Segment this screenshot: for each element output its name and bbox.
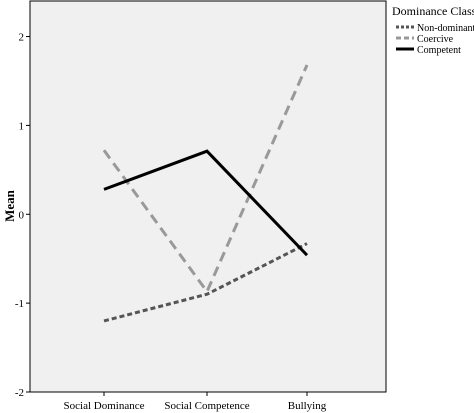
y-axis: 2 1 0 -1 -2: [15, 32, 30, 399]
y-tick-label: -1: [15, 298, 24, 310]
y-tick-label: -2: [15, 387, 24, 399]
y-axis-label: Mean: [2, 189, 17, 222]
legend-label: Coercive: [417, 34, 454, 45]
series-line-competent: [103, 149, 309, 257]
y-tick-label: 1: [19, 120, 25, 132]
x-tick-label: Bullying: [288, 400, 327, 412]
legend-label: Non-dominant: [417, 23, 474, 34]
y-tick-label: 0: [19, 209, 25, 221]
x-tick-label: Social Dominance: [64, 400, 145, 412]
series-line-non-dominant: [103, 242, 308, 323]
x-axis: Social Dominance Social Competence Bullyin…: [64, 392, 327, 412]
x-tick-label: Social Competence: [164, 400, 249, 412]
legend-label: Competent: [417, 45, 461, 56]
legend-title: Dominance Class: [392, 4, 474, 18]
legend: Dominance Class Non-dominantCoerciveComp…: [392, 4, 474, 56]
y-tick-label: 2: [19, 32, 25, 44]
plot-area: [29, 0, 387, 393]
series-line-coercive: [102, 64, 309, 295]
series-layer: [102, 64, 309, 323]
